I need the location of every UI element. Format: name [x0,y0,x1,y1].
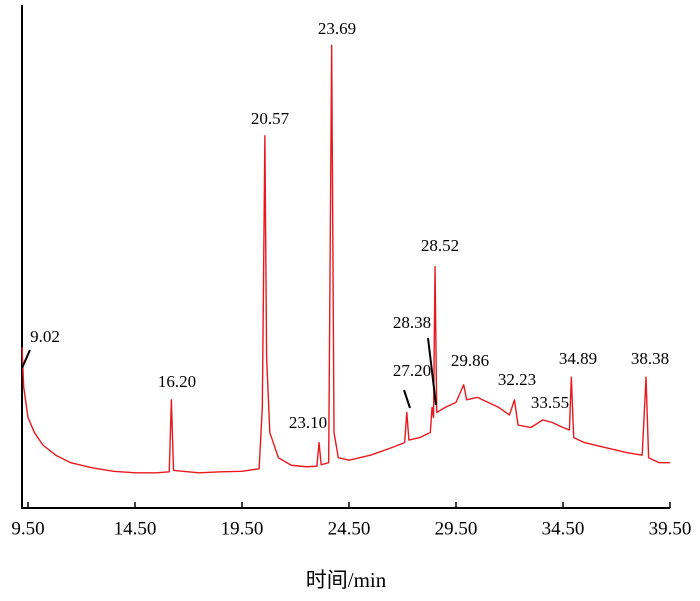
peak-label: 9.02 [30,327,60,346]
x-axis-label: 时间/min [306,568,387,592]
x-tick-label: 9.50 [11,518,44,539]
peak-label: 29.86 [451,351,489,370]
x-tick-label: 19.50 [221,518,264,539]
peak-label: 34.89 [559,349,597,368]
x-tick-label: 39.50 [649,518,692,539]
leader-line [403,389,411,409]
leader-line [21,349,31,369]
peak-label: 23.69 [318,19,356,38]
x-tick-label: 29.50 [435,518,478,539]
peak-label: 28.38 [393,313,431,332]
x-tick-label: 14.50 [114,518,157,539]
peak-label: 32.23 [498,370,536,389]
peak-label: 16.20 [158,372,196,391]
peak-label: 23.10 [289,413,327,432]
peak-label: 28.52 [421,236,459,255]
x-tick-label: 24.50 [328,518,371,539]
leader-line [427,337,437,406]
peak-label: 20.57 [251,109,290,128]
x-tick-label: 34.50 [542,518,585,539]
peak-label: 33.55 [531,393,569,412]
chromatogram-trace [21,44,670,474]
peak-label: 38.38 [631,349,669,368]
peak-label: 27.20 [393,361,431,380]
